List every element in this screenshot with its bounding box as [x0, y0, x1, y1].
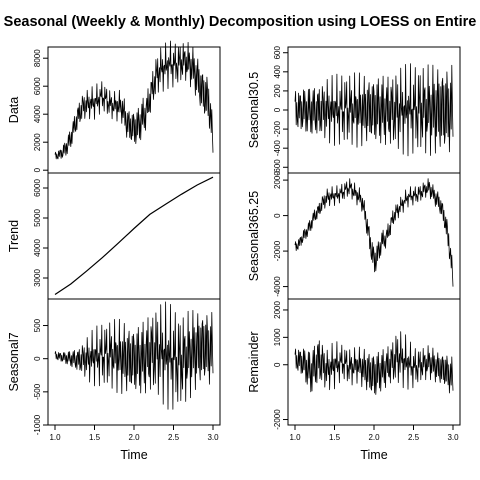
x-tick-label: 2.0: [128, 433, 140, 442]
y-tick-label: -600: [273, 159, 282, 176]
y-tick-label: 0: [273, 362, 282, 367]
chart-title: Seasonal (Weekly & Monthly) Decompositio…: [4, 14, 477, 30]
y-tick-label: 0: [33, 356, 42, 361]
y-axis-label: Seasonal7: [7, 332, 21, 391]
y-axis-label: Seasonal365.25: [247, 191, 261, 281]
y-tick-label: -2000: [273, 240, 282, 261]
y-tick-label: 3000: [33, 269, 42, 287]
y-tick-label: 0: [33, 167, 42, 172]
y-tick-label: 400: [273, 65, 282, 79]
panel-seasonal7: -1000 -500 0 500 Seasonal7 1.0 1.5 2.0 2.5 3.0: [7, 298, 221, 442]
x-tick-label: 2.5: [408, 433, 420, 442]
series-line-remainder: [294, 331, 454, 395]
y-tick-label: 200: [273, 84, 282, 98]
series-line-data: [54, 40, 214, 160]
panel-seasonal30-5: -600 -400 -200 0 200 400 600 Seasonal30.5: [247, 46, 461, 176]
y-tick-label: -1000: [33, 414, 42, 435]
y-tick-label: -200: [273, 121, 282, 138]
panel-data: 0 2000 4000 6000 8000 Data: [7, 40, 221, 174]
x-tick-label: 2.5: [168, 433, 180, 442]
y-axis-label: Data: [7, 97, 21, 123]
x-axis-label-right: Time: [360, 448, 387, 462]
x-tick-label: 3.0: [447, 433, 459, 442]
y-tick-label: 8000: [33, 49, 42, 67]
series-line-trend: [54, 176, 214, 295]
y-tick-label: 2000: [273, 171, 282, 189]
y-axis-label: Seasonal30.5: [247, 72, 261, 149]
y-tick-label: 600: [273, 46, 282, 60]
y-tick-label: 2000: [33, 133, 42, 151]
y-tick-label: 2000: [273, 301, 282, 319]
x-tick-label: 2.0: [368, 433, 380, 442]
y-axis-label: Trend: [7, 220, 21, 252]
y-tick-label: -2000: [273, 409, 282, 430]
y-tick-label: 5000: [33, 209, 42, 227]
y-tick-label: 4000: [33, 239, 42, 257]
y-tick-label: 0: [273, 213, 282, 218]
x-tick-label: 1.0: [289, 433, 301, 442]
y-tick-label: 500: [33, 318, 42, 332]
y-tick-label: -4000: [273, 276, 282, 297]
y-tick-label: 1000: [273, 328, 282, 346]
series-line-seasonal30-5: [294, 63, 454, 157]
y-tick-label: 6000: [33, 179, 42, 197]
y-axis-label: Remainder: [247, 331, 261, 392]
y-tick-label: 4000: [33, 105, 42, 123]
panel-seasonal365-25: -4000 -2000 0 2000 Seasonal365.25: [247, 171, 461, 300]
x-tick-label: 1.0: [49, 433, 61, 442]
y-tick-label: -400: [273, 140, 282, 157]
y-tick-label: 0: [273, 107, 282, 112]
y-tick-label: 6000: [33, 77, 42, 95]
panel-trend: 3000 4000 5000 6000 Trend: [7, 172, 221, 300]
series-line-seasonal7: [54, 301, 214, 410]
y-tick-label: -500: [33, 383, 42, 400]
x-tick-label: 3.0: [207, 433, 219, 442]
panel-remainder: -2000 0 1000 2000 Remainder 1.0 1.5 2.0 2.5 3.0: [247, 298, 461, 442]
series-line-seasonal365-25: [294, 178, 454, 287]
panel-frame: [47, 172, 221, 300]
x-tick-label: 1.5: [329, 433, 341, 442]
x-tick-label: 1.5: [89, 433, 101, 442]
x-axis-label-left: Time: [120, 448, 147, 462]
